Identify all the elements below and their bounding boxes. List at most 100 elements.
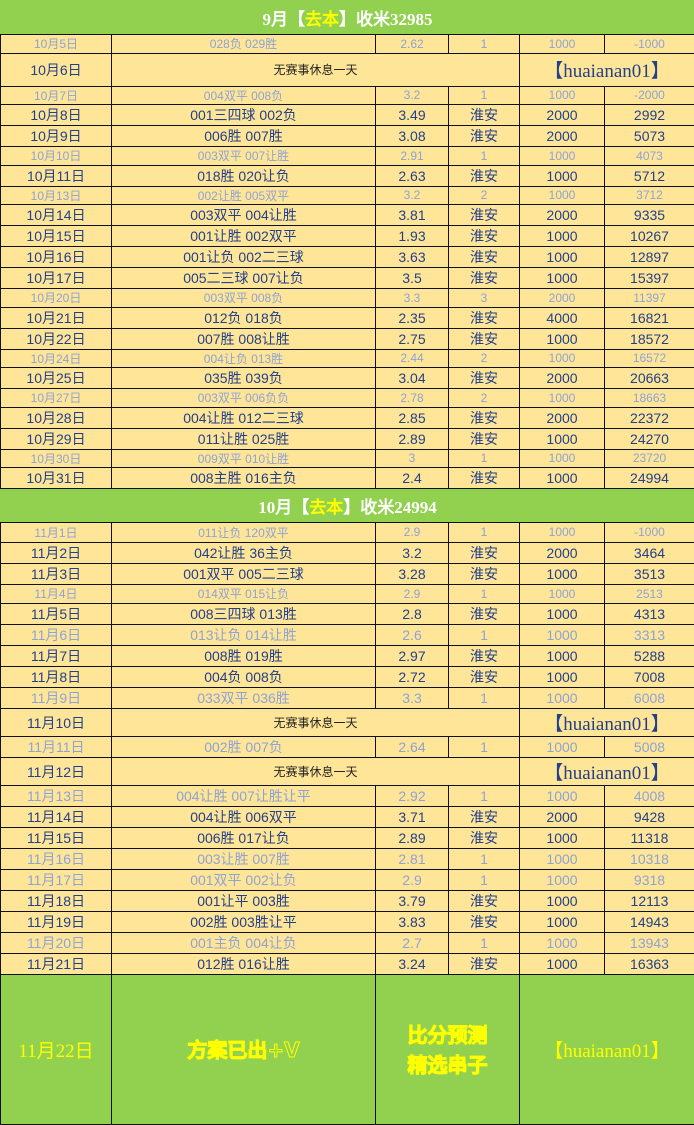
result-cell: 淮安 [449,563,520,584]
date-cell: 10月29日 [1,428,112,449]
balance-cell: 16572 [605,349,694,368]
odds-cell: 3.2 [376,542,449,563]
result-cell: 淮安 [449,126,520,147]
date-cell: 10月30日 [1,449,112,468]
odds-cell: 3.28 [376,563,449,584]
stake-cell: 2000 [520,807,605,828]
match-cell: 001三四球 002负 [112,105,376,126]
stake-cell: 1000 [520,523,605,543]
match-cell: 003让胜 007胜 [112,849,376,870]
table-row: 10月6日无赛事休息一天【huaianan01】 [1,53,694,86]
result-cell: 淮安 [449,604,520,625]
date-cell: 11月12日 [1,758,112,786]
balance-cell: 4073 [605,147,694,166]
match-cell: 004让胜 007让胜让平 [112,786,376,807]
result-cell: 淮安 [449,912,520,933]
date-cell: 11月3日 [1,563,112,584]
stake-cell: 1000 [520,428,605,449]
date-cell: 11月6日 [1,625,112,646]
odds-cell: 2.64 [376,737,449,758]
date-cell: 10月22日 [1,328,112,349]
odds-cell: 3.04 [376,368,449,389]
date-cell: 10月14日 [1,205,112,226]
stake-cell: 1000 [520,147,605,166]
date-cell: 11月16日 [1,849,112,870]
match-cell: 004让胜 006双平 [112,807,376,828]
final-plan: 方案已出+V [112,975,376,1125]
result-cell: 淮安 [449,307,520,328]
match-cell: 002胜 007负 [112,737,376,758]
match-cell: 001双平 002让负 [112,870,376,891]
balance-cell: 16821 [605,307,694,328]
odds-cell: 3.71 [376,807,449,828]
date-cell: 11月13日 [1,786,112,807]
date-cell: 11月8日 [1,667,112,688]
result-cell: 1 [449,449,520,468]
odds-cell: 2.9 [376,523,449,543]
match-cell: 011让负 120双平 [112,523,376,543]
odds-cell: 3.81 [376,205,449,226]
date-cell: 10月21日 [1,307,112,328]
balance-cell: 15397 [605,268,694,289]
stake-cell: 1000 [520,625,605,646]
odds-cell: 2.91 [376,147,449,166]
result-cell: 淮安 [449,205,520,226]
balance-cell: 3464 [605,542,694,563]
stake-cell: 1000 [520,247,605,268]
result-cell: 1 [449,786,520,807]
date-cell: 10月24日 [1,349,112,368]
balance-cell: 5712 [605,165,694,186]
stake-cell: 1000 [520,389,605,408]
balance-cell: 5008 [605,737,694,758]
match-cell: 009双平 010让胜 [112,449,376,468]
stake-cell: 1000 [520,86,605,105]
final-brand: 【huaianan01】 [520,975,694,1125]
match-cell: 033双平 036胜 [112,688,376,709]
match-cell: 001让平 003胜 [112,891,376,912]
stake-cell: 1000 [520,870,605,891]
odds-cell: 2.89 [376,828,449,849]
odds-cell: 3 [376,449,449,468]
match-cell: 005二三球 007让负 [112,268,376,289]
match-cell: 003双平 008负 [112,289,376,308]
odds-cell: 2.75 [376,328,449,349]
balance-cell: 4008 [605,786,694,807]
result-cell: 1 [449,688,520,709]
result-cell: 1 [449,625,520,646]
odds-cell: 2.9 [376,870,449,891]
stake-cell: 1000 [520,786,605,807]
balance-cell: 22372 [605,407,694,428]
balance-cell: 18572 [605,328,694,349]
balance-cell: 20663 [605,368,694,389]
odds-cell: 3.2 [376,186,449,205]
date-cell: 11月9日 [1,688,112,709]
odds-cell: 2.63 [376,165,449,186]
result-cell: 淮安 [449,247,520,268]
stake-cell: 1000 [520,186,605,205]
result-cell: 淮安 [449,105,520,126]
stake-cell: 2000 [520,542,605,563]
stake-cell: 2000 [520,368,605,389]
match-cell: 003双平 007让胜 [112,147,376,166]
odds-cell: 2.81 [376,849,449,870]
date-cell: 11月21日 [1,954,112,975]
date-cell: 10月28日 [1,407,112,428]
match-cell: 001让胜 002双平 [112,226,376,247]
balance-cell: 3513 [605,563,694,584]
